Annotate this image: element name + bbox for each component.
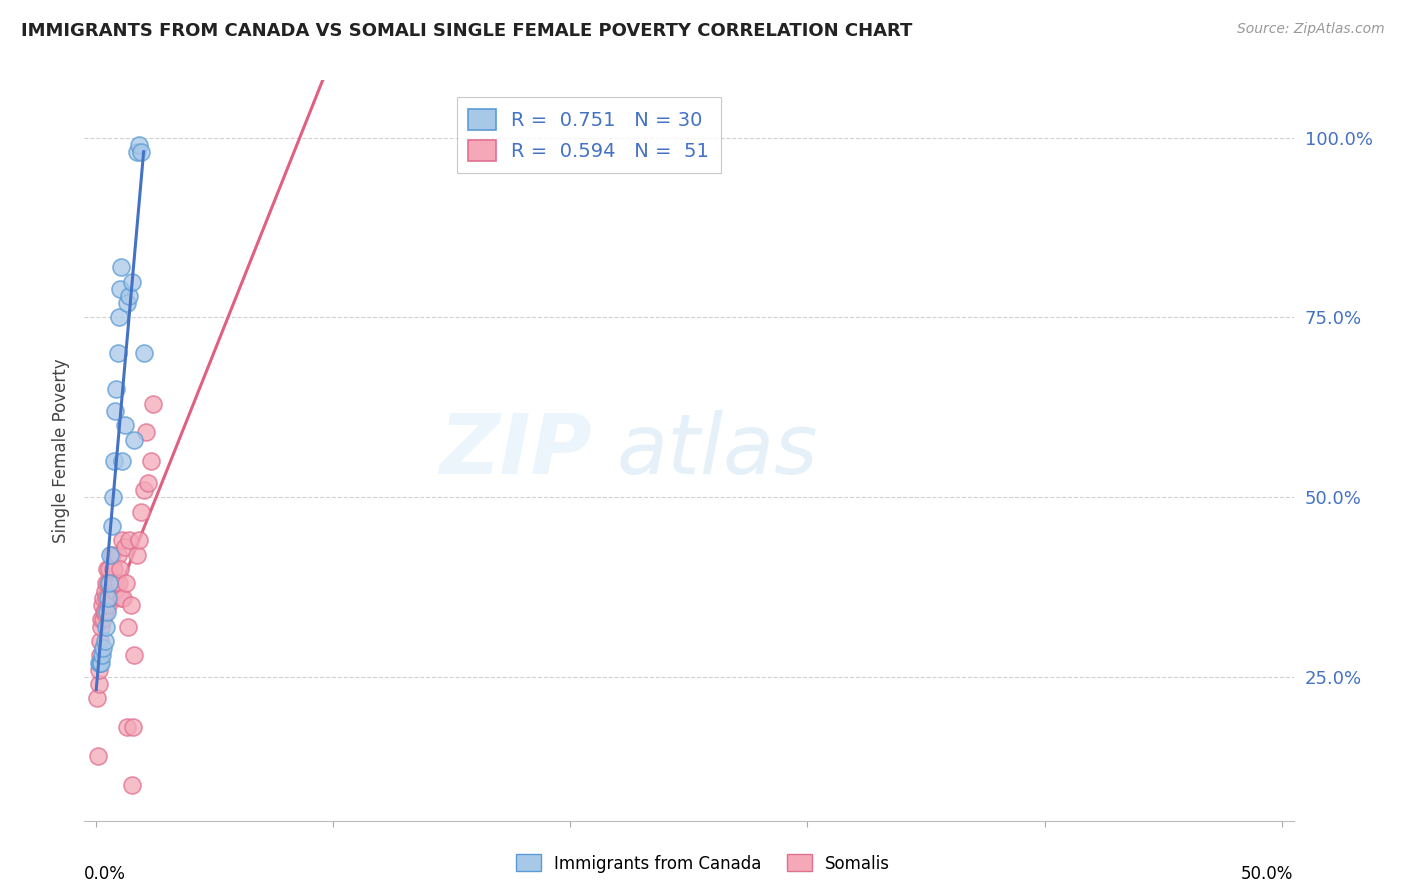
Point (128, 533, 150, 548)
Point (94, 576, 117, 591)
Point (90, 612, 112, 626)
Point (91, 612, 114, 626)
Text: 50.0%: 50.0% (1241, 865, 1294, 883)
Point (91, 641, 114, 656)
Point (91, 598, 114, 612)
Point (91, 591, 114, 605)
Point (132, 346, 155, 360)
Point (125, 145, 148, 160)
Point (122, 648, 145, 663)
Point (115, 576, 138, 591)
Point (100, 519, 122, 533)
Point (103, 562, 125, 576)
Point (112, 591, 135, 605)
Point (115, 296, 138, 310)
Point (101, 562, 124, 576)
Point (86, 691, 108, 706)
Point (128, 138, 150, 153)
Point (121, 778, 143, 792)
Point (125, 548, 148, 562)
Text: IMMIGRANTS FROM CANADA VS SOMALI SINGLE FEMALE POVERTY CORRELATION CHART: IMMIGRANTS FROM CANADA VS SOMALI SINGLE … (21, 22, 912, 40)
Point (93, 605, 115, 619)
Point (94, 605, 117, 619)
Point (121, 275, 143, 289)
Point (87, 677, 110, 691)
Point (94, 619, 117, 633)
Point (89, 648, 111, 663)
Point (122, 433, 145, 447)
Point (111, 533, 134, 548)
Point (111, 454, 134, 468)
Point (89, 656, 111, 670)
Point (115, 720, 138, 734)
Point (117, 619, 139, 633)
Point (87, 663, 110, 677)
Point (98, 576, 121, 591)
Point (110, 591, 132, 605)
Point (110, 260, 132, 275)
Point (114, 418, 136, 433)
Y-axis label: Single Female Poverty: Single Female Poverty (52, 359, 70, 542)
Point (139, 454, 162, 468)
Point (129, 504, 152, 518)
Point (100, 548, 122, 562)
Legend: R =  0.751   N = 30, R =  0.594   N =  51: R = 0.751 N = 30, R = 0.594 N = 51 (457, 97, 721, 173)
Point (108, 562, 131, 576)
Point (104, 583, 127, 598)
Point (98, 576, 121, 591)
Point (97, 591, 120, 605)
Point (98, 562, 121, 576)
Point (114, 541, 136, 555)
Point (105, 576, 128, 591)
Point (100, 548, 122, 562)
Point (93, 634, 115, 648)
Point (105, 383, 128, 397)
Point (107, 548, 129, 562)
Point (97, 576, 120, 591)
Point (108, 282, 131, 296)
Point (122, 720, 145, 734)
Point (91, 648, 114, 663)
Point (87, 656, 110, 670)
Point (104, 404, 127, 418)
Point (89, 634, 111, 648)
Point (100, 591, 122, 605)
Point (118, 289, 141, 303)
Legend: Immigrants from Canada, Somalis: Immigrants from Canada, Somalis (509, 847, 897, 880)
Point (107, 310, 129, 325)
Point (90, 619, 112, 633)
Text: Source: ZipAtlas.com: Source: ZipAtlas.com (1237, 22, 1385, 37)
Point (97, 598, 120, 612)
Point (103, 454, 125, 468)
Point (101, 490, 124, 504)
Text: 0.0%: 0.0% (84, 865, 127, 883)
Point (96, 591, 118, 605)
Point (107, 576, 129, 591)
Text: atlas: atlas (616, 410, 818, 491)
Point (118, 533, 141, 548)
Point (120, 598, 142, 612)
Point (135, 425, 157, 440)
Point (93, 583, 115, 598)
Point (96, 562, 118, 576)
Point (90, 656, 112, 670)
Text: ZIP: ZIP (440, 410, 592, 491)
Point (142, 397, 165, 411)
Point (103, 576, 125, 591)
Point (138, 475, 160, 490)
Point (96, 605, 118, 619)
Point (107, 346, 129, 360)
Point (132, 483, 155, 497)
Point (129, 145, 152, 160)
Point (87, 748, 110, 763)
